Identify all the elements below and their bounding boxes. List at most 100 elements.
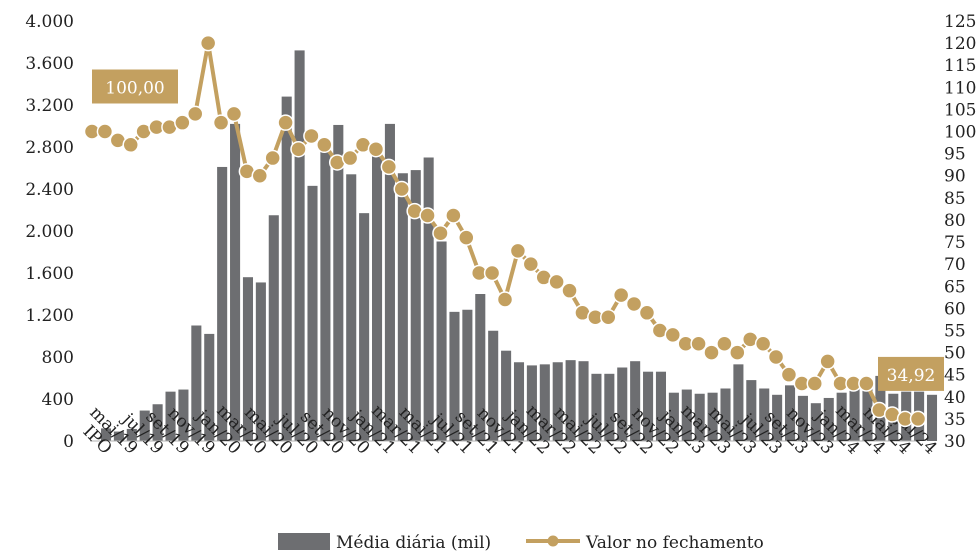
bar bbox=[746, 380, 757, 441]
bar bbox=[242, 277, 254, 441]
line-marker bbox=[703, 344, 720, 361]
bar bbox=[333, 124, 344, 441]
bar bbox=[294, 50, 305, 442]
line-marker bbox=[290, 140, 307, 158]
bar bbox=[449, 311, 460, 441]
left-y-tick-label: 2.800 bbox=[25, 138, 74, 158]
line-marker bbox=[690, 335, 707, 352]
callout-box bbox=[878, 356, 944, 391]
right-y-tick-label: 115 bbox=[944, 56, 976, 76]
line-marker bbox=[780, 366, 798, 383]
right-y-tick-label: 65 bbox=[944, 277, 966, 297]
line-marker bbox=[483, 264, 501, 282]
right-y-tick-label: 55 bbox=[944, 322, 966, 342]
line-marker bbox=[380, 158, 398, 176]
callout-label: 100,00 bbox=[105, 79, 164, 99]
bar bbox=[823, 397, 834, 441]
bar-series bbox=[100, 50, 938, 442]
line-marker bbox=[819, 353, 836, 370]
line-marker bbox=[664, 326, 682, 344]
right-y-tick-label: 30 bbox=[944, 432, 966, 452]
legend-label-line: Valor no fechamento bbox=[585, 533, 764, 552]
line-marker bbox=[767, 348, 785, 366]
bar bbox=[643, 371, 654, 441]
bar bbox=[513, 362, 525, 441]
bar bbox=[436, 241, 447, 441]
right-y-tick-label: 95 bbox=[944, 145, 966, 165]
bar bbox=[733, 364, 744, 441]
bar bbox=[565, 360, 576, 441]
line-series bbox=[83, 34, 927, 428]
line-marker bbox=[264, 149, 281, 167]
bar bbox=[178, 389, 189, 441]
bar bbox=[630, 361, 641, 441]
left-y-tick-label: 2.000 bbox=[25, 222, 74, 242]
bar bbox=[268, 215, 279, 441]
bar bbox=[410, 170, 421, 441]
line-marker bbox=[612, 286, 630, 304]
right-y-tick-label: 85 bbox=[944, 189, 966, 209]
bar bbox=[810, 403, 821, 441]
bar bbox=[862, 382, 873, 441]
right-y-tick-label: 35 bbox=[944, 410, 966, 430]
bar bbox=[578, 361, 589, 441]
right-y-tick-label: 80 bbox=[944, 211, 966, 231]
line-marker bbox=[225, 105, 243, 123]
line-marker bbox=[367, 140, 385, 158]
line-marker bbox=[174, 114, 191, 131]
line-marker bbox=[419, 207, 436, 224]
bar bbox=[849, 380, 860, 441]
bar bbox=[720, 388, 731, 441]
bar bbox=[681, 389, 692, 441]
line-marker bbox=[187, 105, 204, 123]
bar bbox=[139, 410, 150, 441]
right-y-tick-label: 40 bbox=[944, 388, 966, 408]
line-marker bbox=[522, 255, 540, 273]
left-y-tick-label: 400 bbox=[42, 390, 74, 410]
left-y-tick-label: 2.400 bbox=[25, 180, 74, 200]
bar bbox=[191, 325, 202, 441]
line-marker bbox=[754, 335, 772, 352]
bar bbox=[423, 157, 434, 441]
bar bbox=[475, 294, 486, 441]
line-marker bbox=[638, 304, 656, 322]
left-y-axis: 0 400 800 1.200 1.600 2.000 2.400 2.800 3.200 3.6… bbox=[25, 12, 74, 452]
left-y-tick-label: 800 bbox=[42, 348, 74, 368]
bar bbox=[217, 166, 228, 441]
bar bbox=[772, 394, 783, 441]
line-marker bbox=[496, 291, 514, 308]
line-marker bbox=[561, 282, 578, 299]
bar bbox=[655, 371, 667, 441]
line-marker bbox=[445, 207, 462, 224]
right-y-tick-label: 70 bbox=[944, 255, 966, 275]
bar bbox=[165, 391, 176, 441]
bar bbox=[320, 143, 331, 441]
right-y-tick-label: 45 bbox=[944, 366, 966, 386]
left-y-tick-label: 1.600 bbox=[25, 264, 74, 284]
line-marker bbox=[729, 344, 746, 361]
right-y-tick-label: 105 bbox=[944, 100, 976, 120]
bar bbox=[617, 367, 628, 441]
bar bbox=[307, 185, 318, 441]
bar bbox=[346, 174, 357, 442]
line-marker bbox=[432, 224, 449, 242]
left-y-tick-label: 1.200 bbox=[25, 306, 74, 326]
bar bbox=[384, 123, 395, 442]
line-marker bbox=[277, 114, 294, 131]
legend: Média diária (mil) Valor no fechamento bbox=[278, 533, 764, 552]
legend-swatch-bars bbox=[278, 533, 330, 550]
callout-box bbox=[92, 69, 178, 104]
line-marker bbox=[199, 34, 217, 52]
line-marker bbox=[509, 242, 527, 260]
line-marker bbox=[96, 123, 114, 140]
bar bbox=[797, 395, 808, 441]
line-marker bbox=[316, 136, 333, 154]
bar bbox=[126, 428, 137, 441]
right-y-tick-label: 50 bbox=[944, 344, 966, 364]
right-y-tick-label: 125 bbox=[944, 12, 976, 32]
bar bbox=[694, 393, 705, 441]
bar bbox=[152, 404, 163, 441]
right-y-tick-label: 60 bbox=[944, 299, 966, 319]
